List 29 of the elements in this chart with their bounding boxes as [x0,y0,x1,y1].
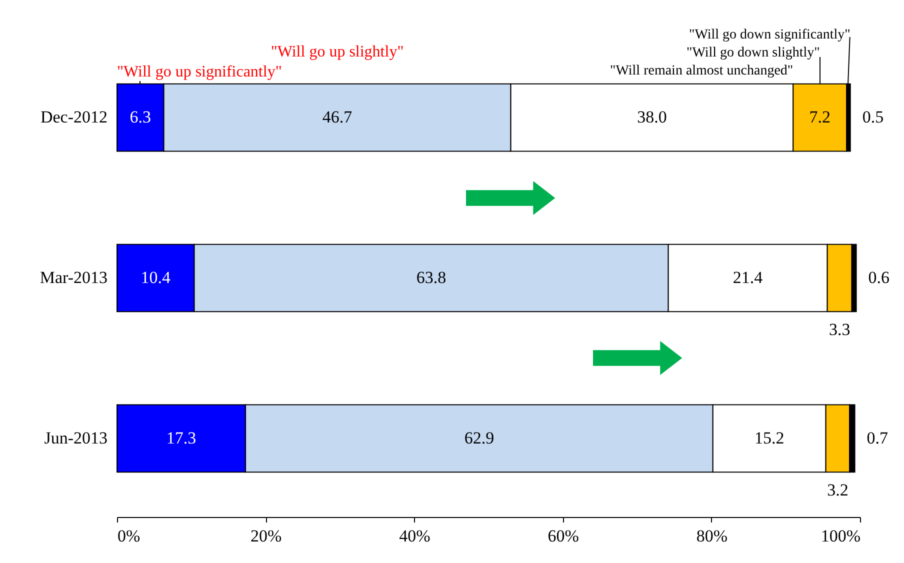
text: 15.2 [754,428,784,448]
series-label: "Will go up slightly" [270,44,404,61]
text: 6.3 [130,108,152,127]
y-tick-label: Mar-2013 [40,268,108,287]
series-label: "Will go down slightly" [686,46,820,61]
x-tick-label: 80% [696,526,728,546]
series-label: "Will go up significantly" [117,64,282,81]
text: 0.6 [868,268,890,287]
text: 17.3 [166,428,196,448]
y-tick-label: Jun-2013 [44,428,108,448]
text: 63.8 [416,268,446,287]
text: 3.3 [828,320,850,339]
x-tick-label: 60% [548,526,579,546]
legend-label: "Will remain almost unchanged" [610,64,794,79]
x-tick-label: 20% [250,526,282,546]
text: 46.7 [322,108,352,127]
x-tick-label: 100% [820,526,860,546]
text: 3.2 [827,480,848,500]
text: 62.9 [464,428,494,448]
text: 10.4 [140,268,171,287]
y-tick-label: Dec-2012 [40,108,108,127]
text: 38.0 [637,108,667,127]
text: "Will go down significantly" [688,28,850,43]
x-tick-label: 0% [118,526,140,546]
text: 0.7 [866,428,888,448]
text: 7.2 [809,108,831,127]
x-tick-label: 40% [399,526,430,546]
text: 21.4 [732,268,763,287]
text: 0.5 [862,108,884,127]
